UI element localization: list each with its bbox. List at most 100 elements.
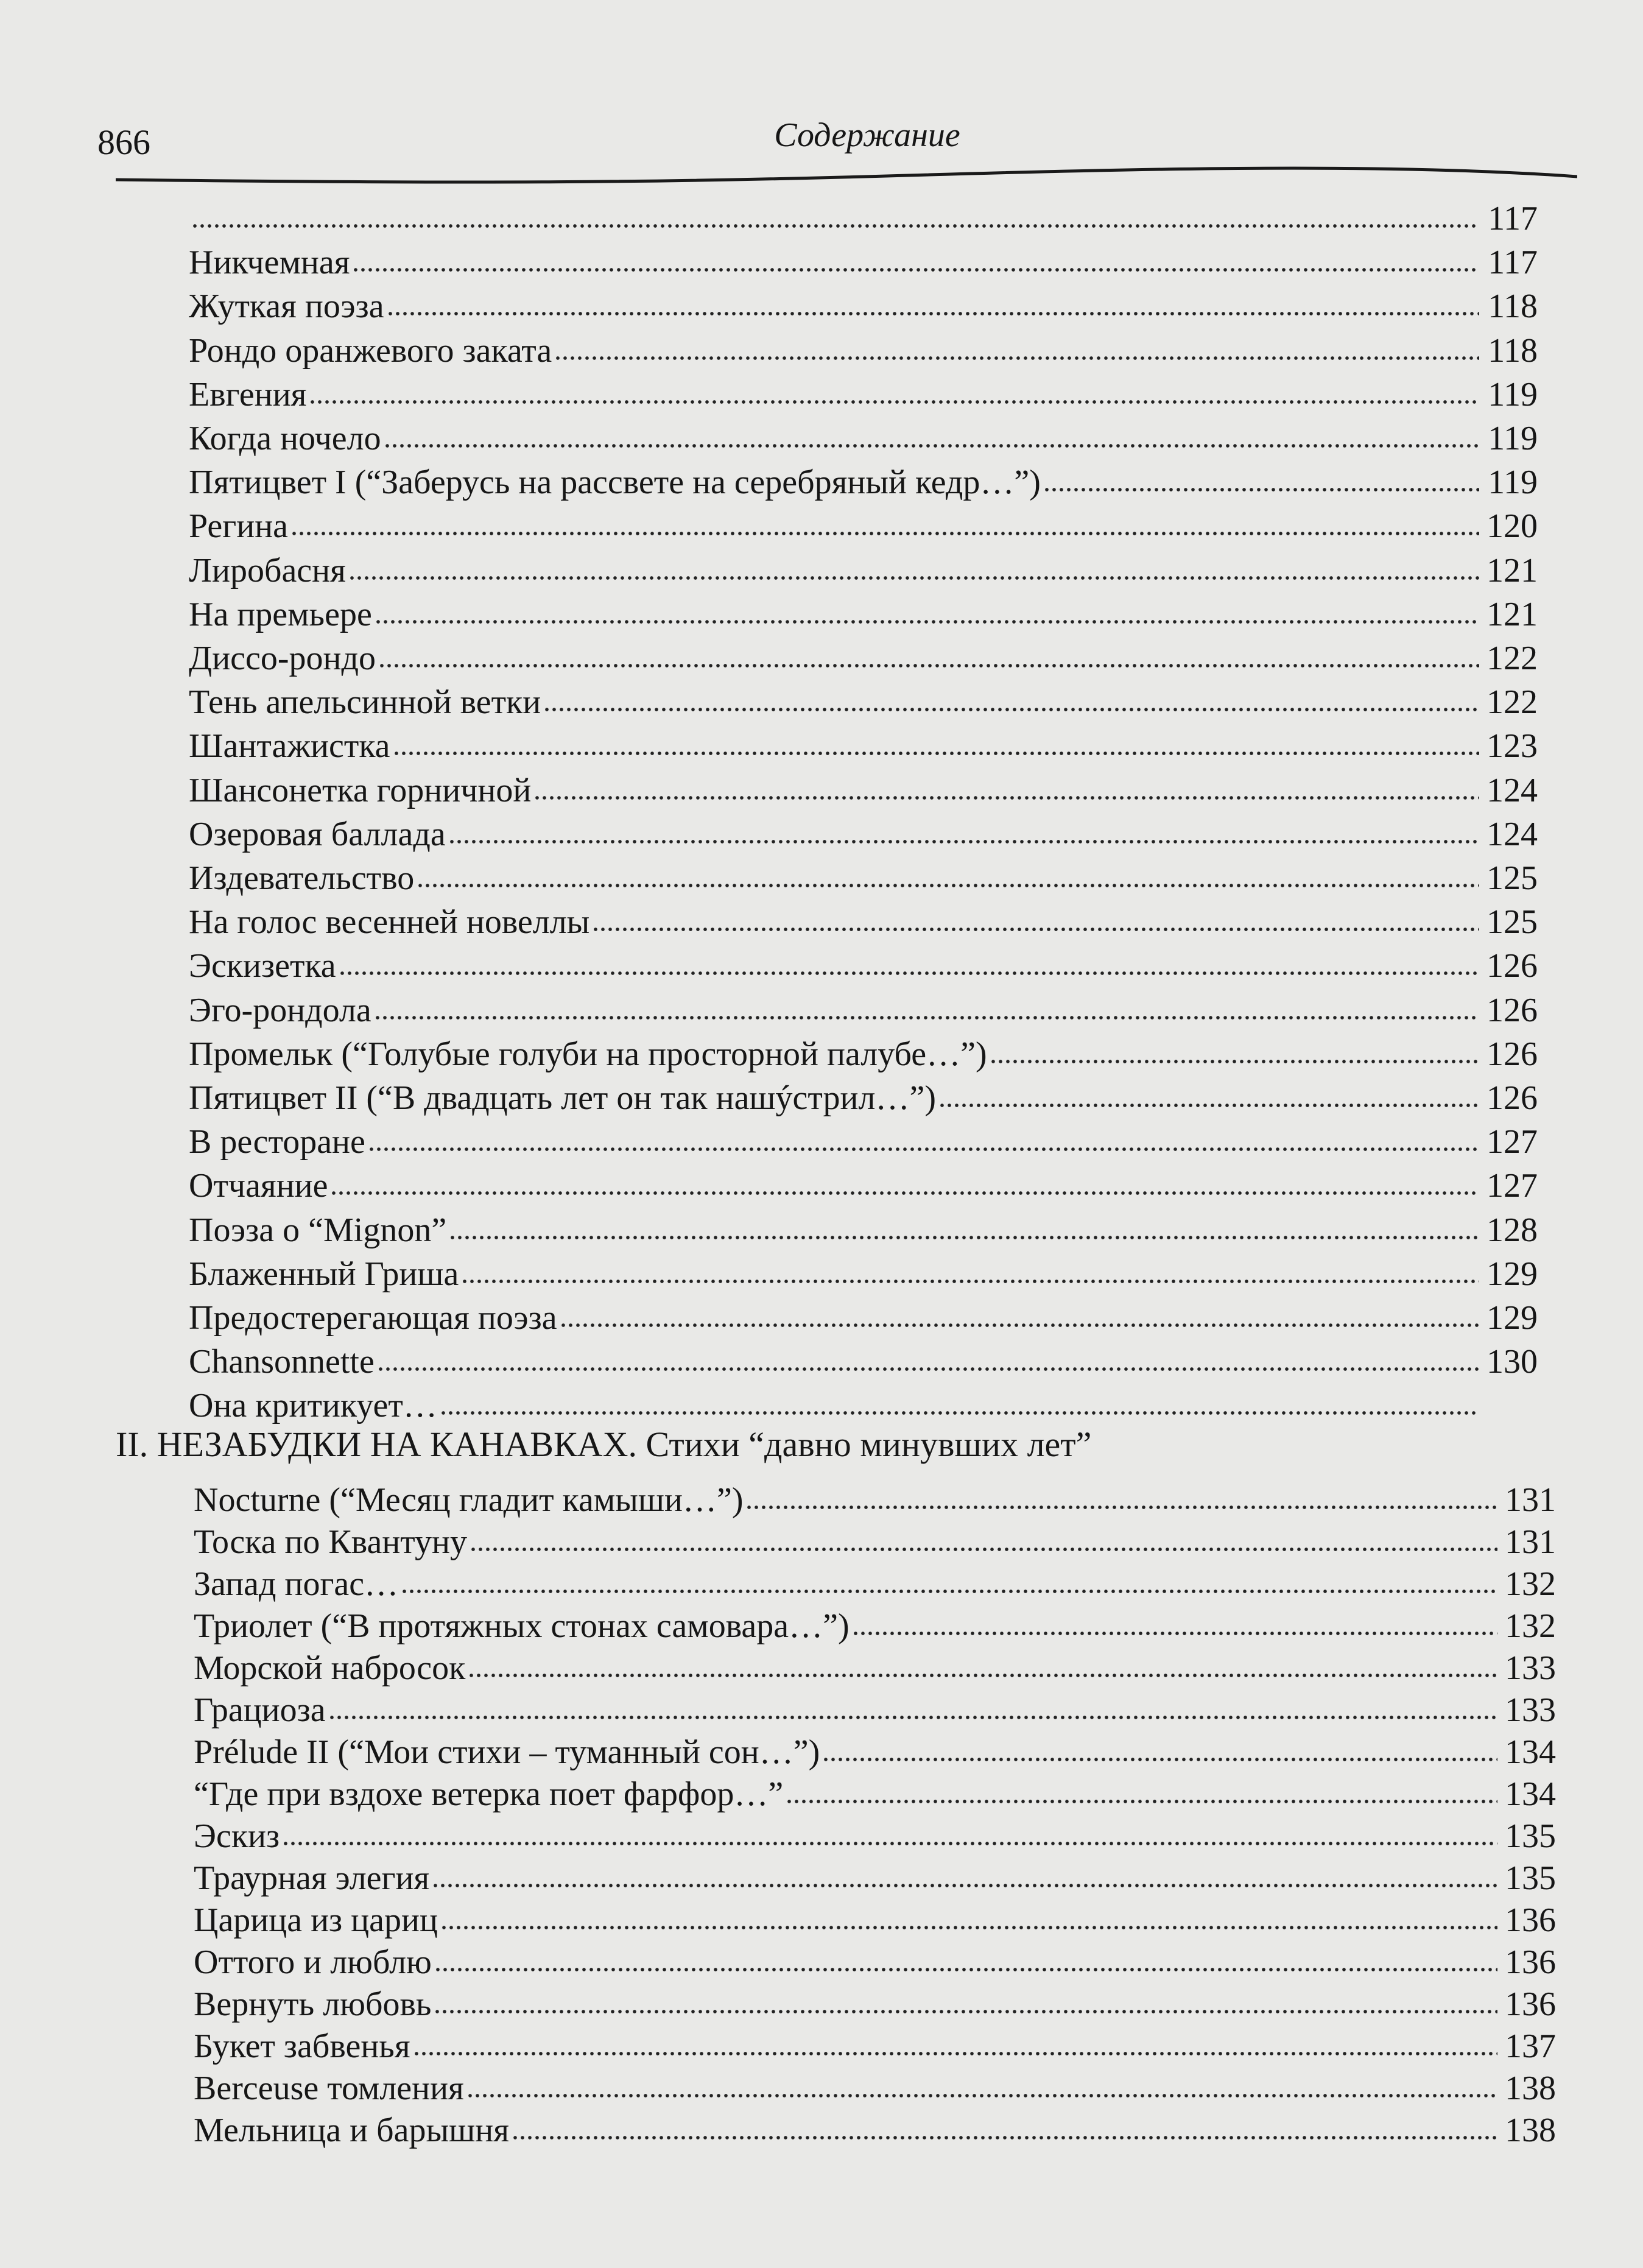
section-heading: II. НЕЗАБУДКИ НА КАНАВКАХ. Стихи “давно …: [116, 1425, 1092, 1464]
entry-page: 130: [1486, 1343, 1538, 1381]
entry-page: 118: [1488, 331, 1538, 370]
entry-title: На премьере: [189, 595, 372, 633]
toc-entry: Издевательство 125: [189, 858, 1538, 898]
dot-leader: [330, 1188, 1479, 1197]
entry-page: 118: [1488, 287, 1538, 326]
entry-page: 124: [1486, 815, 1538, 853]
entry-title: Отчаяние: [189, 1167, 328, 1205]
entry-page: 137: [1505, 2027, 1556, 2065]
entry-page: 119: [1488, 375, 1538, 414]
toc-entry: Лиробасня 121: [189, 551, 1538, 591]
dot-leader: [376, 1364, 1479, 1373]
dot-leader: [448, 836, 1479, 845]
dot-leader: [434, 2007, 1497, 2015]
dot-leader: [309, 396, 1479, 406]
dot-leader: [449, 1232, 1479, 1241]
toc-entry: Царица из цариц 136: [194, 1900, 1556, 1940]
dot-leader: [786, 1797, 1497, 1805]
running-title: Содержание: [774, 116, 960, 154]
dot-leader: [352, 265, 1479, 274]
entry-title: Озеровая баллада: [189, 815, 446, 853]
entry-page: 138: [1505, 2069, 1556, 2107]
toc-entry: Предостерегающая поэза 129: [189, 1298, 1538, 1338]
entry-page: 132: [1505, 1607, 1556, 1645]
toc-entry: На премьере 121: [189, 594, 1538, 635]
entry-page: 120: [1486, 507, 1538, 546]
entry-title: Тень апельсинной ветки: [189, 683, 541, 722]
dot-leader: [386, 309, 1479, 318]
toc-entry: Berceuse томления 138: [194, 2068, 1556, 2108]
dot-leader: [374, 616, 1479, 625]
toc-entry: Морской набросок 133: [194, 1648, 1556, 1688]
entry-title: Предостерегающая поэза: [189, 1299, 557, 1337]
toc-entry: Запад погас… 132: [194, 1564, 1556, 1604]
toc-entry: Эскизетка 126: [189, 946, 1538, 986]
entry-page: 124: [1486, 771, 1538, 809]
dot-leader: [851, 1629, 1497, 1637]
dot-leader: [432, 1881, 1497, 1889]
toc-entry: Тень апельсинной ветки 122: [189, 682, 1538, 722]
dot-leader: [543, 705, 1479, 714]
entry-page: 131: [1505, 1481, 1556, 1519]
toc-entry: Регина 120: [189, 506, 1538, 546]
entry-title: Запад погас…: [194, 1565, 399, 1603]
dot-leader: [290, 529, 1479, 538]
dot-leader: [938, 1101, 1479, 1109]
entry-page: 138: [1505, 2111, 1556, 2149]
toc-entry: Пятицвет II (“В двадцать лет он так нашý…: [189, 1078, 1538, 1118]
entry-title: Пятицвет I (“Заберусь на рассвете на сер…: [189, 463, 1041, 502]
dot-leader: [440, 1923, 1497, 1931]
dot-leader: [338, 968, 1479, 977]
dot-leader: [412, 2049, 1497, 2057]
entry-title: В ресторане: [189, 1123, 365, 1161]
toc-entry: Озеровая баллада 124: [189, 814, 1538, 854]
toc-entry: На голос весенней новеллы 125: [189, 902, 1538, 942]
entry-page: 127: [1486, 1123, 1538, 1161]
entry-page: 134: [1505, 1733, 1556, 1771]
toc-entry: Тоска по Квантуну 131: [194, 1522, 1556, 1562]
entry-title: Эскиз: [194, 1817, 280, 1855]
entry-title: На голос весенней новеллы: [189, 903, 590, 942]
entry-title: Евгения: [189, 375, 307, 414]
entry-title: Шантажистка: [189, 727, 390, 766]
entry-title: Berceuse томления: [194, 2069, 464, 2107]
entry-page: 119: [1488, 463, 1538, 502]
entry-title: Жуткая поэза: [189, 287, 384, 326]
toc-entry: В ресторане 127: [189, 1122, 1538, 1162]
entry-page: 117: [1488, 244, 1538, 282]
page-number: 866: [97, 122, 150, 162]
dot-leader: [378, 661, 1479, 669]
dot-leader: [367, 1144, 1479, 1153]
entry-title: Поэза о “Mignon”: [189, 1211, 447, 1249]
entry-page: 134: [1505, 1775, 1556, 1813]
entry-page: 123: [1486, 727, 1538, 766]
toc-entry: Шансонетка горничной 124: [189, 770, 1538, 811]
toc-entry: 117: [189, 199, 1538, 239]
dot-leader: [466, 2091, 1497, 2099]
entry-page: 121: [1486, 551, 1538, 590]
toc-entry: Промельк (“Голубые голуби на просторной …: [189, 1034, 1538, 1074]
entry-title: “Где при вздохе ветерка поет фарфор…”: [194, 1775, 784, 1813]
dot-leader: [745, 1502, 1497, 1511]
entry-title: Когда ночело: [189, 420, 381, 457]
dot-leader: [191, 221, 1479, 230]
entry-title: Триолет (“В протяжных стонах самовара…”): [194, 1607, 850, 1645]
dot-leader: [373, 1012, 1479, 1021]
toc-entry: Nocturne (“Месяц гладит камыши…”) 131: [194, 1480, 1556, 1520]
toc-entry: Диссо-рондо 122: [189, 638, 1538, 678]
dot-leader: [439, 1408, 1479, 1417]
toc-entry: Chansonnette 130: [189, 1342, 1538, 1382]
toc-entry: Мельница и барышня 138: [194, 2110, 1556, 2150]
entry-title: Тоска по Квантуну: [194, 1523, 468, 1561]
dot-leader: [348, 572, 1479, 582]
dot-leader: [1043, 485, 1479, 494]
entry-title: Она критикует…: [189, 1387, 437, 1425]
toc-entry: Евгения 119: [189, 375, 1538, 415]
toc-entry: Траурная элегия 135: [194, 1858, 1556, 1898]
entry-title: Грациоза: [194, 1691, 326, 1729]
entry-page: 128: [1486, 1211, 1538, 1249]
entry-page: 126: [1486, 1035, 1538, 1073]
entry-page: 126: [1486, 1079, 1538, 1117]
toc-entry: Когда ночело 119: [189, 418, 1538, 459]
dot-leader: [282, 1839, 1497, 1847]
